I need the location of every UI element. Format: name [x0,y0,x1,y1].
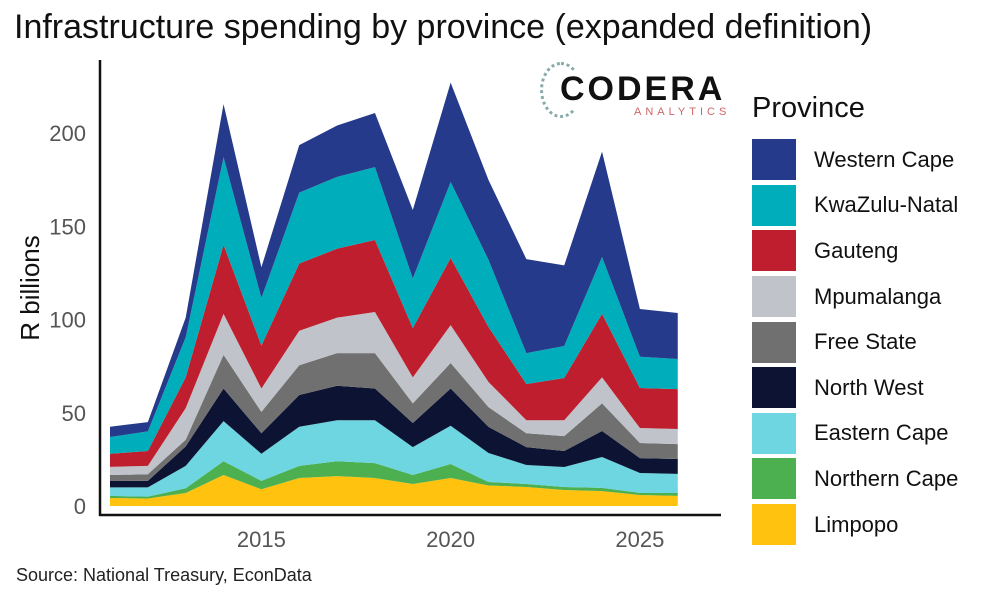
legend: Province Western Cape KwaZulu-Natal Gauten… [752,92,958,547]
area-gauteng [110,240,678,467]
legend-swatch [752,184,796,226]
legend-label: Western Cape [814,146,955,172]
area-northern-cape [110,461,678,499]
area-north-west [110,385,678,488]
legend-item: KwaZulu-Natal [752,183,958,229]
logo-subtext: ANALYTICS [634,106,731,118]
legend-swatch [752,321,796,363]
codera-logo: CODERA ANALYTICS [540,62,726,124]
x-tick-label: 2015 [237,527,286,552]
x-tick-labels: 2015 2020 2025 [237,527,664,552]
y-tick-label: 150 [49,214,86,239]
legend-swatch [752,458,796,500]
y-tick-labels: 0 50 100 150 200 [49,121,86,519]
stacked-area-chart: 0 50 100 150 200 2015 2020 2025 R billions [15,60,721,552]
y-tick-label: 100 [49,308,86,333]
legend-swatch [752,504,796,546]
legend-item: Free State [752,319,958,365]
legend-label: Mpumalanga [814,283,942,309]
x-tick-label: 2025 [615,527,664,552]
legend-label: Gauteng [814,237,899,263]
legend-swatch [752,230,796,272]
legend-item: Limpopo [752,502,958,548]
area-free-state [110,353,678,482]
legend-label: KwaZulu-Natal [814,192,959,218]
logo-text: CODERA [560,70,726,108]
legend-item: Gauteng [752,228,958,274]
y-tick-label: 50 [62,401,86,426]
legend-label: Free State [814,329,917,355]
legend-item: Western Cape [752,137,958,183]
area-western-cape [110,82,678,437]
area-kwazulu-natal [110,157,678,454]
area-eastern-cape [110,420,678,497]
legend-title: Province [752,92,865,124]
areas [110,82,678,506]
logo-mark-icon [540,62,582,118]
y-tick-label: 200 [49,121,86,146]
legend-label: North West [814,374,924,400]
legend-label: Limpopo [814,511,899,537]
legend-swatch [752,367,796,409]
legend-item: Northern Cape [752,456,958,502]
legend-item: Eastern Cape [752,411,958,457]
area-limpopo [110,475,678,506]
legend-swatch [752,276,796,318]
legend-label: Eastern Cape [814,420,949,446]
y-tick-label: 0 [74,494,86,519]
legend-swatch [752,139,796,181]
chart-title: Infrastructure spending by province (exp… [14,8,873,46]
legend-item: Mpumalanga [752,274,958,320]
legend-swatch [752,412,796,454]
source-note: Source: National Treasury, EconData [16,565,312,585]
y-axis-label: R billions [15,235,45,341]
x-tick-label: 2020 [426,527,475,552]
legend-label: Northern Cape [814,465,959,491]
legend-item: North West [752,365,958,411]
